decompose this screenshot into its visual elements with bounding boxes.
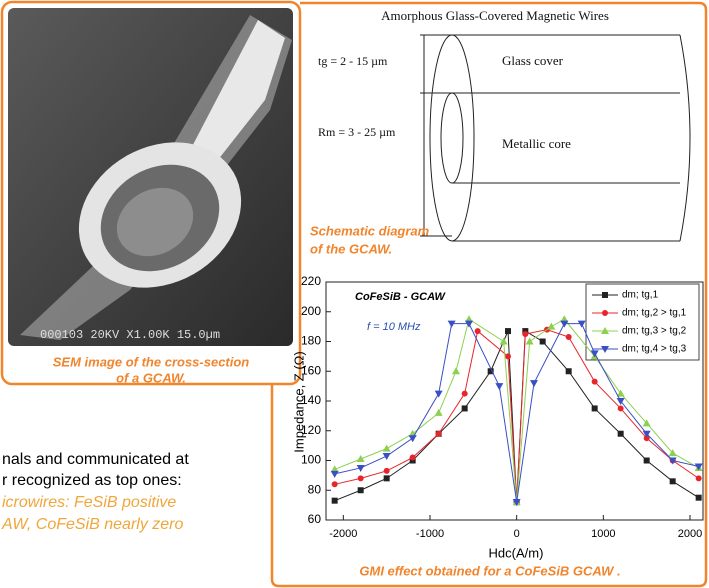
point (566, 334, 572, 340)
y-tick-label: 60 (308, 512, 322, 526)
point (505, 353, 511, 359)
chart-caption: GMI effect obtained for a CoFeSiB GCAW . (359, 563, 620, 578)
body-text: AW, CoFeSiB nearly zero (1, 516, 184, 533)
x-tick-label: 2000 (678, 528, 702, 540)
legend-label: dm; tg,4 > tg,3 (622, 344, 687, 355)
point (358, 475, 364, 481)
schematic-title: Amorphous Glass-Covered Magnetic Wires (381, 8, 609, 23)
point (505, 328, 511, 334)
point (696, 475, 702, 481)
point (696, 495, 702, 501)
x-tick-label: -1000 (416, 528, 444, 540)
point (644, 458, 650, 464)
schematic-caption: Schematic diagram (310, 223, 430, 238)
x-tick-label: -2000 (329, 528, 357, 540)
point (592, 405, 598, 411)
point (670, 478, 676, 484)
y-tick-label: 100 (301, 453, 321, 467)
legend-label: dm; tg,3 > tg,2 (622, 326, 687, 337)
legend-marker (602, 292, 608, 298)
point (618, 405, 624, 411)
point (358, 487, 364, 493)
thickness-label: tg = 2 - 15 µm (318, 54, 388, 68)
point (410, 455, 416, 461)
legend-label: dm; tg,2 > tg,1 (622, 308, 687, 319)
x-axis-label: Hdc(A/m) (489, 545, 544, 560)
point (540, 339, 546, 345)
point (566, 368, 572, 374)
y-tick-label: 200 (301, 304, 321, 318)
point (462, 391, 468, 397)
y-tick-label: 160 (301, 363, 321, 377)
point (618, 431, 624, 437)
core-label: Metallic core (502, 136, 571, 151)
y-tick-label: 220 (301, 274, 321, 288)
schematic-caption: of the GCAW. (310, 241, 392, 256)
y-tick-label: 80 (308, 482, 322, 496)
point (475, 328, 481, 334)
annotation: f = 10 MHz (367, 321, 421, 333)
glass-label: Glass cover (502, 53, 564, 68)
point (462, 405, 468, 411)
legend-marker (602, 310, 608, 316)
sem-caption: of a GCAW. (116, 370, 186, 385)
body-text: r recognized as top ones: (2, 472, 182, 489)
sem-label: 000103 20KV X1.00K 15.0µm (40, 328, 220, 342)
y-tick-label: 140 (301, 393, 321, 407)
y-tick-label: 180 (301, 334, 321, 348)
annotation: CoFeSiB - GCAW (355, 291, 446, 303)
point (522, 331, 528, 337)
body-text: nals and communicated at (2, 451, 189, 468)
legend-label: dm; tg,1 (622, 290, 659, 301)
point (332, 498, 338, 504)
point (332, 481, 338, 487)
point (592, 379, 598, 385)
point (384, 475, 390, 481)
point (384, 468, 390, 474)
y-tick-label: 120 (301, 423, 321, 437)
radius-label: Rm = 3 - 25 µm (318, 125, 396, 139)
x-tick-label: 0 (514, 528, 520, 540)
point (436, 431, 442, 437)
sem-caption: SEM image of the cross-section (53, 354, 250, 369)
body-text: icrowires: FeSiB positive (2, 494, 176, 511)
page: d nals and communicated at r recognized … (0, 0, 709, 588)
x-tick-label: 1000 (591, 528, 615, 540)
